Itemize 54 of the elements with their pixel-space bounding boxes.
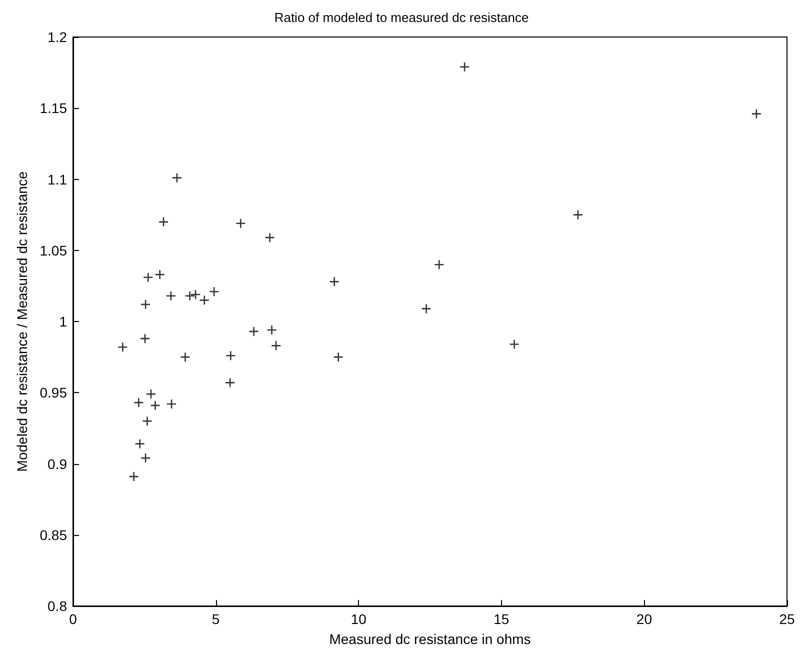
point	[459, 62, 470, 72]
y-tick-label: 0.8	[48, 598, 68, 614]
y-axis-title: Modeled dc resistance / Measured dc resistance	[14, 171, 30, 472]
x-axis-title: Measured dc resistance in ohms	[329, 631, 531, 647]
x-tick-label: 15	[494, 611, 510, 627]
x-tick-label: 10	[350, 611, 367, 627]
point	[270, 340, 282, 351]
point	[226, 350, 236, 361]
point	[264, 232, 275, 243]
point	[166, 398, 177, 410]
point	[224, 378, 236, 388]
y-tick-label: 0.95	[40, 384, 68, 401]
point	[235, 218, 246, 228]
point	[146, 388, 156, 400]
y-tick-label: 1.05	[40, 242, 68, 258]
point	[140, 452, 151, 464]
point	[333, 352, 344, 362]
point	[248, 326, 259, 337]
point	[172, 172, 182, 183]
point	[199, 295, 210, 306]
point	[150, 400, 160, 411]
y-tick-label: 0.85	[40, 526, 68, 543]
x-tick-label: 25	[779, 611, 795, 627]
point	[128, 471, 139, 482]
point	[509, 339, 520, 350]
point	[154, 269, 165, 280]
point	[142, 272, 154, 283]
point	[208, 286, 220, 297]
x-tick-label: 0	[69, 611, 78, 627]
point	[166, 290, 176, 302]
y-tick-label: 1	[59, 314, 68, 330]
point	[142, 416, 152, 426]
point	[140, 299, 151, 310]
x-tick-label: 5	[212, 611, 220, 627]
point	[572, 210, 584, 220]
point	[118, 342, 128, 352]
y-tick-label: 0.9	[48, 456, 68, 472]
chart-title: Ratio of modeled to measured dc resistance	[274, 10, 529, 25]
point	[266, 324, 277, 336]
y-tick-label: 1.2	[48, 29, 68, 45]
point	[329, 276, 340, 287]
y-tick-label: 1.15	[40, 100, 68, 116]
y-tick-label: 1.1	[48, 171, 68, 188]
x-tick-label: 20	[636, 611, 652, 627]
point	[190, 289, 201, 300]
point	[184, 290, 195, 302]
point	[751, 108, 762, 119]
point	[421, 304, 432, 314]
point	[140, 333, 150, 344]
point	[134, 438, 145, 449]
point	[180, 352, 190, 362]
point	[134, 397, 144, 408]
point	[158, 216, 169, 228]
point	[434, 259, 444, 270]
